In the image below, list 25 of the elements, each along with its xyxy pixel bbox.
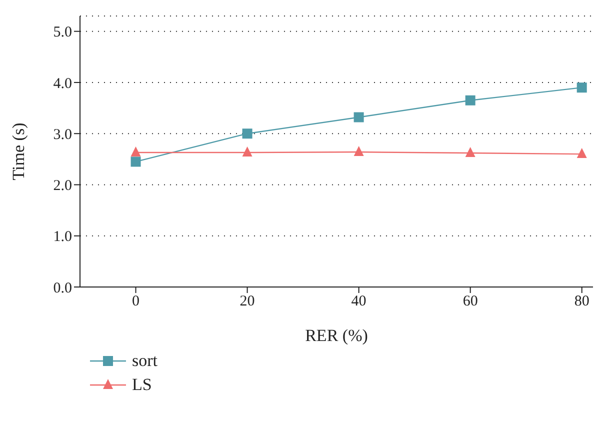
point (465, 95, 476, 106)
y-tick-label: 4.0 (53, 76, 72, 92)
point (130, 156, 141, 167)
x-tick-label: 20 (240, 294, 255, 310)
x-tick-label: 0 (132, 294, 140, 310)
legend-label: LS (132, 375, 152, 395)
point (576, 148, 587, 158)
point (354, 146, 364, 156)
y-tick-label: 5.0 (53, 24, 72, 41)
x-tick-label: 40 (351, 294, 366, 310)
x-tick-label: 80 (574, 294, 590, 310)
y-tick-label: 1.0 (53, 229, 72, 246)
y-tick-label: 0.0 (53, 280, 72, 296)
point (354, 112, 364, 122)
x-tick-label: 60 (462, 294, 478, 310)
point (130, 146, 141, 157)
x-axis-title: RER (%) (305, 326, 368, 345)
point (576, 82, 587, 93)
point (242, 128, 252, 139)
y-axis-title: Time (s) (9, 122, 28, 180)
point (242, 146, 252, 157)
point (465, 147, 476, 158)
legend-label: sort (132, 351, 158, 371)
y-tick-label: 3.0 (53, 126, 72, 143)
y-tick-label: 2.0 (53, 178, 72, 194)
